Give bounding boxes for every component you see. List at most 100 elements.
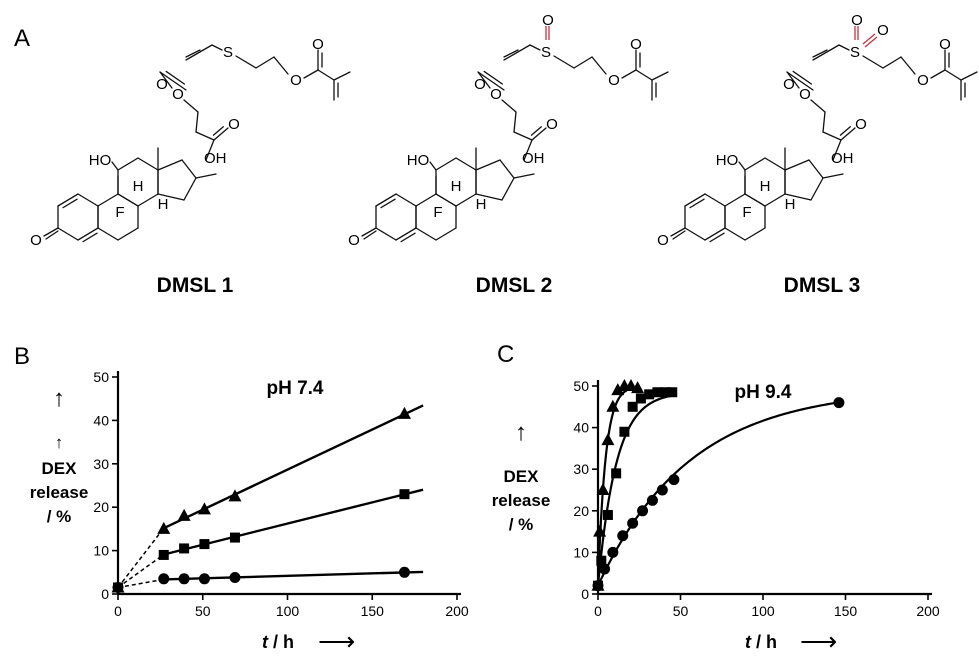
y-axis-arrow-b: ↑ — [55, 433, 64, 452]
ring-d-bond — [784, 159, 810, 171]
ring-c-bond — [744, 157, 766, 171]
ketone-oxygen: O — [546, 116, 558, 133]
data-point-triangle — [397, 406, 411, 419]
chart-ph94: ↑ DEX release / % pH 9.4 t / h ⟶ 0 50 100 1… — [492, 378, 940, 656]
hydroxyl-bond — [738, 161, 746, 171]
ring-d-bond — [499, 159, 515, 179]
carbonyl-bond — [165, 70, 186, 85]
hydrogen-label: H — [451, 178, 462, 195]
chain-bond — [553, 55, 575, 69]
x-tick-label: 150 — [834, 603, 858, 619]
ketone-bond — [45, 230, 59, 240]
chain-bond — [211, 44, 223, 51]
data-point-square — [158, 549, 169, 560]
chain-bond — [273, 56, 289, 75]
chain-bond — [523, 139, 533, 161]
ketone-bond — [213, 127, 229, 141]
x-axis-arrow-b: ⟶ — [318, 626, 355, 656]
data-point-circle — [398, 566, 410, 578]
y-tick-label: 20 — [573, 503, 589, 519]
y-tick-label: 40 — [573, 420, 589, 436]
ring-c-bond — [117, 193, 139, 207]
methyl-bond — [195, 173, 217, 179]
carbonyl-bond — [786, 71, 814, 91]
y-tick-label: 10 — [573, 544, 589, 560]
ring-b-bond — [117, 227, 139, 241]
data-point-triangle — [611, 383, 625, 396]
ring-d-bond — [157, 159, 183, 171]
y-tick-label: 0 — [101, 586, 109, 602]
ring-d-bond — [808, 159, 824, 179]
chain-bond — [786, 71, 800, 89]
chain-bond — [255, 56, 275, 69]
data-point-square — [667, 387, 678, 398]
ketone-bond — [670, 227, 686, 237]
carbonyl-bond — [159, 71, 187, 91]
data-point-circle — [592, 580, 604, 592]
ketone-bond — [212, 126, 224, 136]
data-point-square — [652, 387, 663, 398]
data-point-square — [229, 532, 240, 543]
ketone-bond — [361, 227, 377, 237]
sulfoxide-oxygen: O — [542, 12, 554, 29]
hydrogen-label: H — [760, 178, 771, 195]
data-point-circle — [668, 474, 680, 486]
chain-bond — [503, 44, 531, 61]
molecule-name-dmsl3: DMSL 3 — [784, 274, 861, 297]
methacrylate-oxygen: O — [290, 72, 302, 89]
x-axis-label-c: t / h — [745, 632, 777, 652]
ketone-oxygen: O — [855, 116, 867, 133]
data-point-triangle — [157, 521, 171, 534]
data-point-triangle — [177, 508, 191, 521]
chain-bond — [882, 56, 902, 69]
ring-b-bond — [97, 227, 119, 241]
data-point-circle — [198, 573, 210, 585]
methacrylate-carbonyl-oxygen: O — [939, 36, 951, 53]
ring-c-bond — [137, 193, 159, 207]
data-point-circle — [637, 505, 649, 517]
methyl-bond — [513, 173, 535, 179]
sulfur-atom: S — [850, 44, 860, 61]
ester-oxygen: O — [783, 76, 795, 93]
y-tick-label: 30 — [573, 461, 589, 477]
x-tick-label: 0 — [114, 603, 122, 619]
hydrogen-label: H — [133, 178, 144, 195]
data-point-circle — [833, 397, 845, 409]
chain-bond — [195, 131, 215, 141]
data-point-triangle — [228, 489, 242, 502]
data-point-triangle — [631, 381, 645, 394]
y-axis-label-line2-b: release — [30, 483, 89, 502]
ring-a-double — [704, 227, 726, 241]
y-tick-label: 30 — [93, 456, 109, 472]
data-point-square — [399, 489, 410, 500]
data-point-circle — [627, 517, 639, 529]
chain-bond — [822, 131, 842, 141]
chain-bond — [503, 49, 519, 58]
data-point-square — [660, 387, 671, 398]
ring-c-bond — [137, 157, 159, 171]
ring-a-bond — [704, 193, 726, 207]
ring-d-bond — [784, 193, 812, 201]
hydroxyl-bond — [111, 161, 119, 171]
methacrylate-carbonyl-oxygen: O — [630, 36, 642, 53]
ring-b-bond — [435, 227, 457, 241]
chain-bond — [930, 69, 946, 79]
ring-a-double — [62, 198, 78, 209]
ketone-bond — [531, 127, 547, 141]
data-point-circle — [112, 581, 124, 593]
ring-a-double — [380, 198, 396, 209]
ring-a-bond — [684, 227, 706, 241]
chain-bond — [529, 44, 541, 51]
sulfur-atom: S — [541, 44, 551, 61]
data-point-circle — [646, 494, 658, 506]
chain-bond — [159, 71, 173, 89]
y-axis-label-line2-c: release — [492, 491, 551, 510]
ring-a-double — [77, 227, 99, 241]
chain-bond — [317, 69, 335, 81]
chain-bond — [862, 55, 884, 69]
ring-oxygen: O — [348, 232, 360, 249]
ketone-bond — [672, 230, 686, 240]
ring-c-bond — [455, 157, 477, 171]
chain-bond — [621, 69, 637, 79]
